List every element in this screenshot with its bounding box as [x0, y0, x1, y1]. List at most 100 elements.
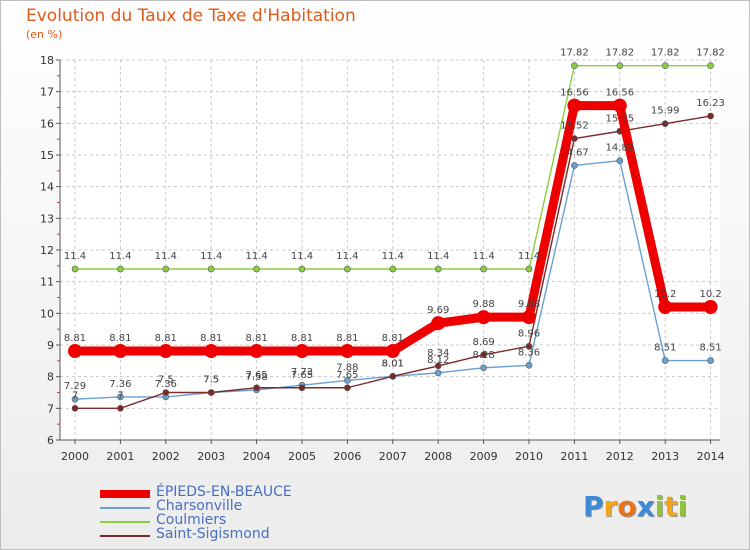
data-label: 11.4: [336, 251, 358, 262]
y-tick-label: 12: [40, 244, 54, 257]
data-label: 7.73: [291, 367, 313, 378]
data-point: [249, 344, 264, 359]
data-point: [522, 310, 536, 325]
logo-letter: i: [654, 490, 665, 523]
data-label: 8.34: [427, 348, 449, 359]
logo-letter: r: [603, 490, 618, 523]
data-point: [253, 265, 260, 273]
data-label: 11.4: [518, 251, 540, 262]
data-label: 8.51: [699, 343, 721, 354]
data-label: 11.4: [64, 251, 86, 262]
x-tick-label: 2009: [470, 450, 498, 463]
data-label: 8.12: [427, 355, 449, 366]
data-label: 7.58: [245, 372, 267, 383]
data-label: 8.69: [472, 337, 494, 348]
data-label: 7: [117, 390, 123, 401]
data-point: [616, 157, 624, 164]
data-label: 7.65: [245, 370, 267, 381]
y-tick-label: 13: [40, 212, 54, 225]
data-label: 11.4: [155, 251, 177, 262]
data-point: [707, 62, 714, 69]
x-tick-label: 2005: [288, 450, 316, 463]
legend-swatch: [100, 521, 150, 523]
legend-swatch: [100, 535, 150, 537]
data-point: [389, 373, 397, 380]
data-point: [340, 344, 355, 359]
legend-label: Charsonville: [156, 498, 243, 514]
data-point: [68, 344, 82, 359]
data-label: 10.2: [654, 289, 676, 300]
data-point: [661, 357, 669, 364]
unit-label: (en %): [26, 28, 63, 41]
data-point: [298, 384, 306, 392]
data-point: [385, 344, 400, 359]
y-tick-label: 16: [40, 117, 54, 130]
x-tick-label: 2014: [697, 450, 725, 463]
y-tick-label: 14: [40, 181, 54, 194]
data-point: [204, 344, 219, 359]
proxiti-logo: Proxiti: [583, 490, 687, 523]
data-point: [207, 389, 215, 396]
data-point: [117, 265, 124, 273]
data-point: [525, 361, 533, 369]
data-label: 8.81: [155, 333, 177, 344]
data-label: 16.56: [560, 88, 589, 99]
data-label: 17.82: [696, 48, 725, 59]
data-point: [344, 377, 351, 384]
legend-label: Saint-Sigismond: [156, 526, 270, 542]
data-point: [703, 300, 718, 314]
data-point: [525, 342, 533, 350]
data-point: [158, 344, 173, 359]
logo-letter: o: [617, 490, 637, 523]
x-tick-label: 2004: [243, 450, 271, 463]
data-point: [476, 310, 491, 325]
data-point: [434, 369, 442, 377]
data-label: 9.88: [472, 299, 494, 310]
logo-letter: P: [583, 490, 604, 523]
data-point: [661, 120, 669, 127]
data-label: 8.01: [382, 358, 404, 369]
data-point: [117, 393, 124, 401]
data-label: 15.75: [605, 113, 634, 124]
data-label: 7: [72, 390, 78, 401]
data-label: 11.4: [245, 251, 267, 262]
legend-swatch: [100, 490, 150, 498]
legend-swatch: [100, 507, 150, 509]
data-label: 8.96: [518, 328, 540, 339]
data-label: 9.69: [427, 305, 449, 316]
logo-letter: t: [664, 490, 678, 523]
y-tick-label: 11: [40, 276, 54, 289]
data-point: [253, 384, 260, 392]
data-label: 8.81: [64, 333, 86, 344]
data-label: 15.99: [651, 106, 680, 117]
data-point: [525, 265, 533, 273]
data-point: [480, 265, 487, 273]
data-label: 8.28: [472, 350, 494, 361]
data-point: [707, 112, 714, 120]
data-point: [571, 162, 578, 169]
data-label: 17.82: [651, 48, 680, 59]
data-label: 16.56: [605, 88, 634, 99]
data-point: [612, 98, 627, 113]
data-label: 10.2: [699, 289, 721, 300]
data-label: 9.88: [518, 299, 540, 310]
data-point: [434, 362, 442, 370]
data-label: 7.88: [336, 362, 358, 373]
data-label: 11.4: [291, 251, 313, 262]
x-tick-label: 2012: [606, 450, 634, 463]
data-label: 8.81: [109, 333, 131, 344]
data-point: [344, 384, 351, 392]
data-point: [571, 62, 578, 69]
data-label: 7.65: [336, 370, 358, 381]
logo-letter: i: [677, 490, 688, 523]
data-label: 7.5: [203, 375, 219, 386]
data-label: 7.29: [64, 381, 86, 392]
data-label: 14.82: [605, 143, 634, 154]
data-point: [567, 98, 582, 113]
data-point: [71, 265, 79, 273]
data-point: [616, 62, 624, 69]
data-point: [113, 344, 128, 359]
x-tick-label: 2006: [333, 450, 361, 463]
data-point: [658, 300, 673, 314]
y-tick-label: 15: [40, 149, 54, 162]
